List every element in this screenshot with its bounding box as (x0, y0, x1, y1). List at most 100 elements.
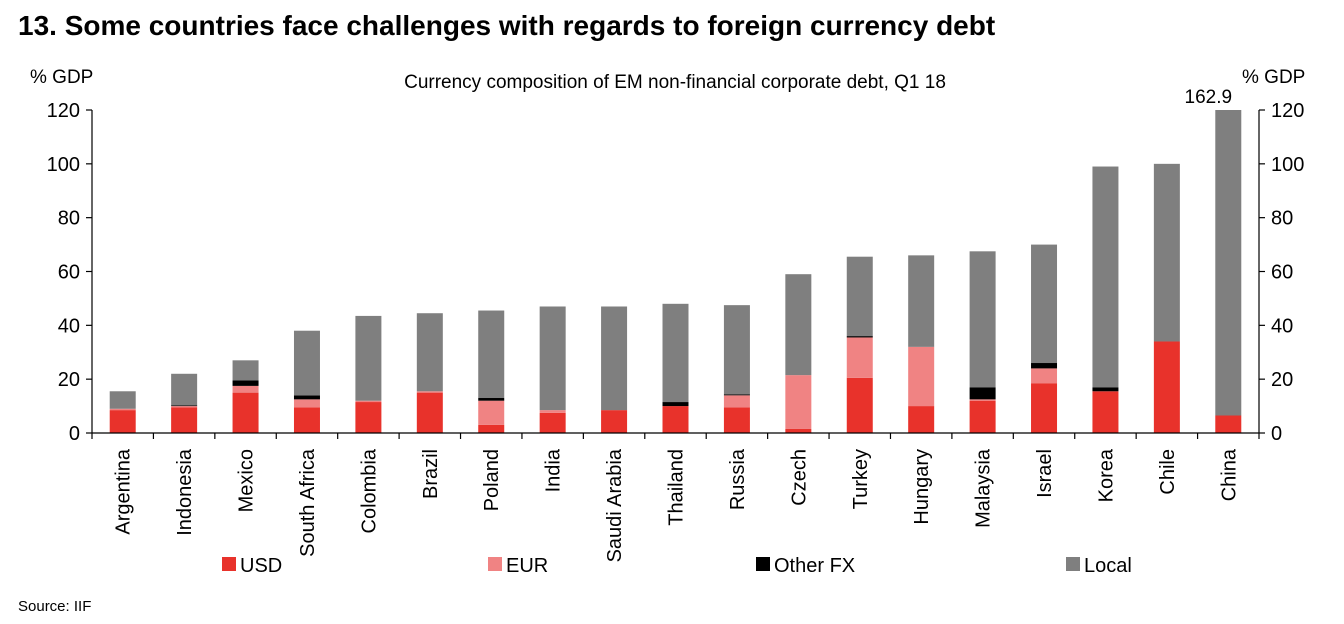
bar-segment-usd (539, 412, 566, 433)
x-tick-label: Turkey (850, 449, 872, 509)
bar-group-poland (478, 310, 505, 433)
bar-group-south-africa (293, 330, 320, 433)
left-axis-unit: % GDP (30, 67, 93, 88)
x-tick-label: Mexico (236, 449, 258, 512)
bar-segment-usd (232, 392, 259, 433)
bar-group-hungary (908, 255, 935, 433)
y-tick-label-left: 0 (69, 423, 80, 445)
bar-segment-local (785, 274, 812, 376)
bar-segment-eur (1031, 368, 1058, 384)
bar-segment-eur (232, 385, 259, 393)
x-tick-label: Brazil (420, 449, 442, 499)
y-tick-label-left: 20 (58, 369, 80, 391)
bar-segment-other-fx (846, 336, 873, 338)
legend-label: Local (1084, 555, 1132, 577)
bar-group-colombia (355, 315, 382, 433)
bar-segment-eur (109, 408, 136, 411)
bar-group-indonesia (171, 373, 198, 433)
bar-segment-usd (723, 407, 750, 433)
bar-segment-usd (969, 400, 996, 433)
x-tick-label: Czech (788, 449, 810, 506)
bar-segment-local (662, 303, 689, 403)
bar-segment-local (416, 313, 443, 392)
bar-segment-other-fx (232, 380, 259, 386)
bar-segment-eur (723, 395, 750, 408)
y-tick-label-right: 60 (1271, 262, 1293, 284)
bar-group-korea (1092, 166, 1119, 433)
legend-swatch (222, 557, 236, 571)
bar-segment-eur (785, 375, 812, 429)
x-tick-label: Saudi Arabia (604, 448, 626, 562)
legend-item-other-fx: Other FX (756, 555, 855, 577)
legend-swatch (756, 557, 770, 571)
bar-group-mexico (232, 360, 259, 433)
x-tick-label: China (1218, 448, 1240, 501)
bar-group-czech (785, 274, 812, 433)
bar-segment-other-fx (662, 402, 689, 407)
bar-segment-local (478, 310, 505, 399)
bar-segment-local (355, 315, 382, 401)
bar-segment-local (109, 391, 136, 409)
bar-segment-eur (969, 399, 996, 401)
right-axis-unit: % GDP (1242, 67, 1305, 88)
legend-label: Other FX (774, 555, 855, 577)
bar-segment-other-fx (293, 395, 320, 400)
bar-segment-local (723, 305, 750, 395)
bar-group-turkey (846, 256, 873, 433)
bar-segment-local (1031, 244, 1058, 364)
bar-segment-local (1153, 163, 1180, 342)
bar-segment-usd (601, 410, 628, 433)
bar-group-thailand (662, 303, 689, 433)
legend-label: USD (240, 555, 282, 577)
bar-segment-usd (1031, 383, 1058, 433)
x-tick-label: Colombia (358, 448, 380, 533)
x-tick-label: Israel (1034, 449, 1056, 498)
bar-segment-usd (1092, 391, 1119, 433)
y-tick-label-right: 120 (1271, 100, 1304, 122)
bar-segment-usd (846, 377, 873, 433)
y-tick-label-right: 40 (1271, 315, 1293, 337)
x-tick-label: Russia (727, 448, 749, 510)
bar-segment-usd (293, 407, 320, 433)
x-tick-label: Thailand (666, 449, 688, 526)
legend-label: EUR (506, 555, 548, 577)
bar-segment-eur (846, 337, 873, 378)
bar-segment-other-fx (723, 394, 750, 396)
legend: USD EUR Other FX Local (222, 555, 1132, 577)
bar-segment-usd (1215, 415, 1242, 433)
y-tick-label-left: 40 (58, 315, 80, 337)
y-tick-label-left: 100 (47, 154, 80, 176)
bar-segment-usd (908, 406, 935, 433)
bar-segment-eur (539, 410, 566, 413)
bar-segment-local (293, 330, 320, 396)
x-tick-label: Malaysia (973, 448, 995, 528)
bar-segment-usd (662, 406, 689, 433)
bar-segment-eur (908, 346, 935, 407)
figure-title: 13. Some countries face challenges with … (18, 10, 996, 41)
y-tick-label-right: 0 (1271, 423, 1282, 445)
x-tick-label: South Africa (297, 448, 319, 557)
bar-segment-local (601, 306, 628, 411)
y-tick-label-left: 60 (58, 262, 80, 284)
bar-segment-eur (171, 406, 198, 408)
y-tick-label-right: 100 (1271, 154, 1304, 176)
y-axis-right: 0 20 40 60 80 100 120 (1259, 100, 1304, 445)
y-tick-label-right: 80 (1271, 208, 1293, 230)
tick-marks (91, 433, 1260, 439)
x-tick-label: Argentina (113, 448, 135, 534)
y-axis-left: 0 20 40 60 80 100 120 (47, 100, 92, 445)
bar-segment-other-fx (171, 405, 198, 407)
bar-group-saudi-arabia (601, 306, 628, 433)
bar-segment-usd (785, 428, 812, 433)
bar-segment-local (969, 251, 996, 388)
bar-segment-other-fx (1092, 387, 1119, 392)
bars (109, 110, 1242, 433)
x-tick-label: Indonesia (174, 448, 196, 536)
bar-segment-usd (109, 410, 136, 433)
bar-segment-local (908, 255, 935, 347)
bar-segment-local (171, 373, 198, 406)
bar-segment-usd (355, 402, 382, 433)
bar-group-india (539, 306, 566, 433)
bar-segment-usd (1153, 341, 1180, 433)
